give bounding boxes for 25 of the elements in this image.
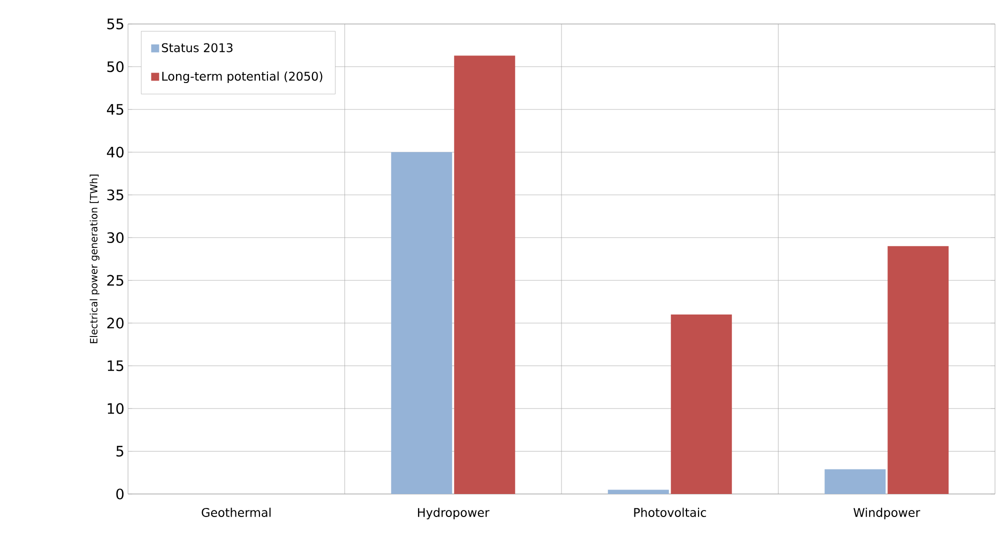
bar <box>670 314 732 494</box>
bar <box>888 246 949 494</box>
y-tick-label: 45 <box>106 104 124 115</box>
y-axis-title: Electrical power generation [TWh] <box>90 174 100 344</box>
y-tick-label: 5 <box>116 446 124 457</box>
y-tick-label: 40 <box>106 146 124 158</box>
y-tick-label: 10 <box>108 403 124 414</box>
x-tick-label: Photovoltaic <box>634 508 706 517</box>
bar <box>391 152 452 494</box>
y-tick-label: 25 <box>107 274 124 286</box>
legend-label: Status 2013 <box>162 43 232 52</box>
y-tick-label: 0 <box>116 488 124 500</box>
x-tick-label: Geothermal <box>202 508 271 517</box>
bar <box>608 490 669 494</box>
x-tick-label: Windpower <box>854 508 920 520</box>
legend-label: Long-term potential (2050) <box>162 71 322 84</box>
y-tick-label: 35 <box>107 189 124 200</box>
y-tick-label: 20 <box>107 318 124 328</box>
bar <box>454 56 516 494</box>
y-tick-label: 15 <box>108 360 124 372</box>
y-tick-label: 55 <box>107 18 124 30</box>
bar <box>824 469 886 494</box>
y-tick-label: 30 <box>107 232 124 244</box>
y-tick-label: 50 <box>107 61 124 72</box>
x-tick-label: Hydropower <box>418 508 490 520</box>
